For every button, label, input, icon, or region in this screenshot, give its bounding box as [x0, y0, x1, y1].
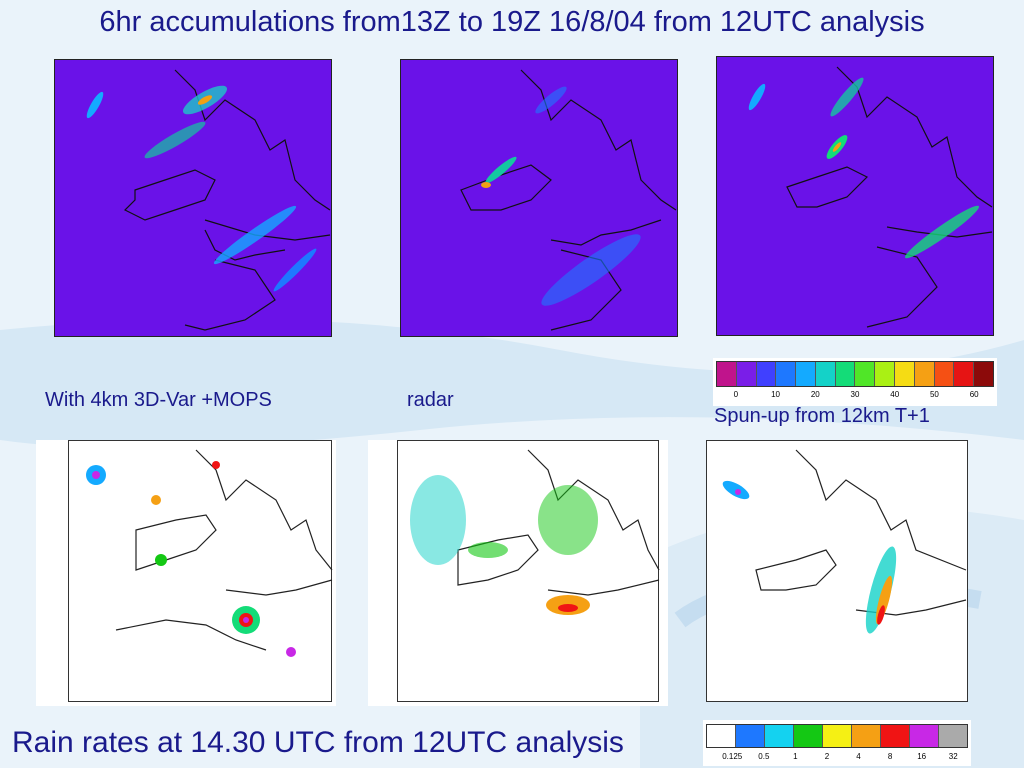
- accum-colorbar-swatch: [834, 362, 855, 386]
- accum-colorbar-tick-label: 40: [890, 390, 900, 399]
- accum-colorbar-swatch: [775, 362, 796, 386]
- accum-colorbar-swatch: [894, 362, 914, 386]
- rate-colorbar-swatch: [822, 725, 851, 747]
- rate-map-spunup-graphic: [722, 449, 967, 634]
- rate-colorbar: 0.125 0.5 1 2 4 8 16 32: [703, 720, 971, 766]
- caption-spunup: Spun-up from 12km T+1: [714, 405, 930, 427]
- accum-map-3dvar-graphic: [86, 69, 331, 331]
- rate-colorbar-tick-label: 1: [793, 752, 798, 761]
- rate-colorbar-tick-label: 16: [917, 752, 927, 761]
- rate-map-radar: [368, 440, 668, 706]
- accum-map-radar-graphic: [460, 69, 677, 331]
- accum-colorbar-tick-label: 0: [733, 390, 739, 399]
- caption-radar: radar: [407, 389, 454, 411]
- rate-colorbar-swatch: [735, 725, 764, 747]
- accum-map-3dvar: [54, 59, 332, 337]
- accum-colorbar-swatch: [854, 362, 875, 386]
- rate-map-spunup-frame: [706, 440, 968, 702]
- accum-colorbar-swatch: [814, 362, 835, 386]
- accum-colorbar-swatch: [874, 362, 895, 386]
- accum-colorbar-tick-label: 60: [969, 390, 979, 399]
- rate-map-spunup: [706, 440, 968, 702]
- rate-map-radar-frame: [397, 440, 659, 702]
- accum-colorbar-swatch: [953, 362, 974, 386]
- accum-map-spunup: [716, 56, 994, 336]
- page-title: 6hr accumulations from13Z to 19Z 16/8/04…: [99, 6, 925, 38]
- rate-colorbar-tick-label: 32: [948, 752, 958, 761]
- rate-colorbar-tick-label: 0.5: [758, 752, 770, 761]
- rate-colorbar-tick-label: 4: [856, 752, 861, 761]
- rate-colorbar-swatch: [764, 725, 793, 747]
- rate-colorbar-swatches: [706, 724, 968, 748]
- accum-colorbar-swatch: [913, 362, 934, 386]
- rate-colorbar-swatch: [909, 725, 938, 747]
- rate-colorbar-swatch: [880, 725, 909, 747]
- rate-colorbar-ticks: 0.125 0.5 1 2 4 8 16 32: [706, 752, 968, 764]
- accum-colorbar-swatch: [973, 362, 993, 386]
- accum-colorbar-swatch: [735, 362, 756, 386]
- rate-colorbar-tick-label: 0.125: [722, 752, 743, 761]
- rate-map-3dvar: [36, 440, 336, 706]
- accum-colorbar-swatches: [716, 361, 994, 387]
- accum-colorbar-swatch: [795, 362, 815, 386]
- accum-colorbar-swatch: [717, 362, 736, 386]
- accum-colorbar-swatch: [933, 362, 954, 386]
- rate-colorbar-swatch: [851, 725, 880, 747]
- rate-colorbar-tick-label: 2: [824, 752, 830, 761]
- accum-colorbar-ticks: 0 10 20 30 40 50 60: [716, 390, 994, 402]
- rate-colorbar-swatch: [793, 725, 822, 747]
- accum-colorbar-swatch: [755, 362, 776, 386]
- rate-colorbar-tick-label: 8: [887, 752, 893, 761]
- accum-colorbar-tick-label: 50: [929, 390, 939, 399]
- accum-map-radar: [400, 59, 678, 337]
- accum-colorbar-tick-label: 30: [850, 390, 860, 399]
- rate-colorbar-swatch: [938, 725, 967, 747]
- bottom-title: Rain rates at 14.30 UTC from 12UTC analy…: [12, 726, 624, 759]
- accum-colorbar-tick-label: 20: [810, 390, 820, 399]
- rate-colorbar-swatch: [707, 725, 735, 747]
- accum-colorbar-tick-label: 10: [771, 390, 781, 399]
- accum-map-spunup-graphic: [748, 66, 993, 328]
- rate-map-radar-graphic: [410, 449, 660, 615]
- rate-map-3dvar-graphic: [86, 449, 333, 657]
- accum-colorbar: 0 10 20 30 40 50 60: [713, 358, 997, 406]
- caption-3dvar: With 4km 3D-Var +MOPS: [45, 389, 272, 411]
- rate-map-3dvar-frame: [68, 440, 332, 702]
